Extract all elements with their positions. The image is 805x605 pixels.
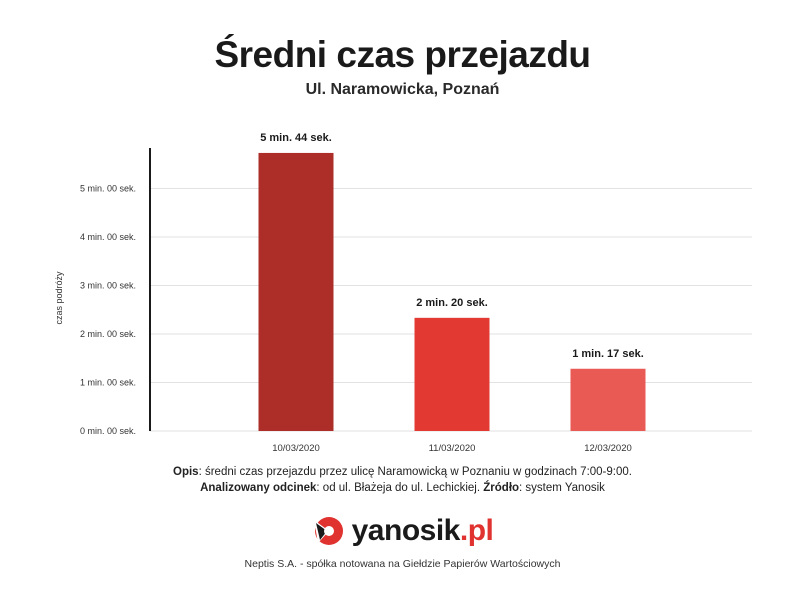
bar-chart: 0 min. 00 sek. 1 min. 00 sek. 2 min. 00 se… [54, 132, 752, 454]
x-tick-label: 10/03/2020 [272, 443, 320, 454]
y-tick-label: 0 min. 00 sek. [80, 426, 136, 436]
x-tick-labels: 10/03/2020 11/03/2020 12/03/2020 [272, 443, 632, 454]
chart-caption: Opis: średni czas przejazdu przez ulicę … [0, 464, 805, 496]
caption-line-description: Opis: średni czas przejazdu przez ulicę … [0, 464, 805, 480]
y-tick-labels: 0 min. 00 sek. 1 min. 00 sek. 2 min. 00 se… [80, 184, 136, 437]
bar [414, 317, 490, 431]
bar-value-label: 2 min. 20 sek. [416, 297, 488, 309]
caption-line-segment: Analizowany odcinek: od ul. Błażeja do u… [0, 480, 805, 496]
y-axis-label: czas podróży [54, 271, 64, 325]
yanosik-logo-text: yanosik.pl [351, 514, 494, 547]
caption-odcinek-label: Analizowany odcinek [200, 482, 317, 494]
y-tick-label: 4 min. 00 sek. [80, 232, 136, 242]
caption-zrodlo-label: Źródło [483, 482, 520, 494]
caption-odcinek-text: : od ul. Błażeja do ul. Lechickiej. [316, 482, 484, 494]
value-labels: 5 min. 44 sek. 2 min. 20 sek. 1 min. 17 se… [260, 132, 644, 360]
bar [570, 368, 646, 431]
footer-text: Neptis S.A. - spółka notowana na Giełdzi… [244, 558, 561, 570]
caption-opis-label: Opis [173, 466, 199, 478]
y-tick-label: 5 min. 00 sek. [80, 184, 136, 194]
yanosik-logo-icon [313, 517, 343, 545]
x-tick-label: 11/03/2020 [429, 443, 476, 454]
bar-value-label: 5 min. 44 sek. [260, 132, 332, 144]
chart-subtitle: Ul. Naramowicka, Poznań [305, 81, 500, 98]
caption-opis-text: : średni czas przejazdu przez ulicę Nara… [198, 466, 632, 478]
x-tick-label: 12/03/2020 [584, 443, 632, 454]
bars [258, 152, 646, 431]
bar [258, 152, 334, 431]
y-tick-label: 2 min. 00 sek. [80, 329, 136, 339]
chart-title: Średni czas przejazdu [214, 34, 591, 75]
y-tick-label: 3 min. 00 sek. [80, 281, 136, 291]
caption-zrodlo-text: : system Yanosik [519, 482, 605, 494]
bar-value-label: 1 min. 17 sek. [572, 348, 644, 360]
yanosik-logo: yanosik.pl [0, 514, 805, 548]
y-tick-label: 1 min. 00 sek. [80, 378, 136, 388]
